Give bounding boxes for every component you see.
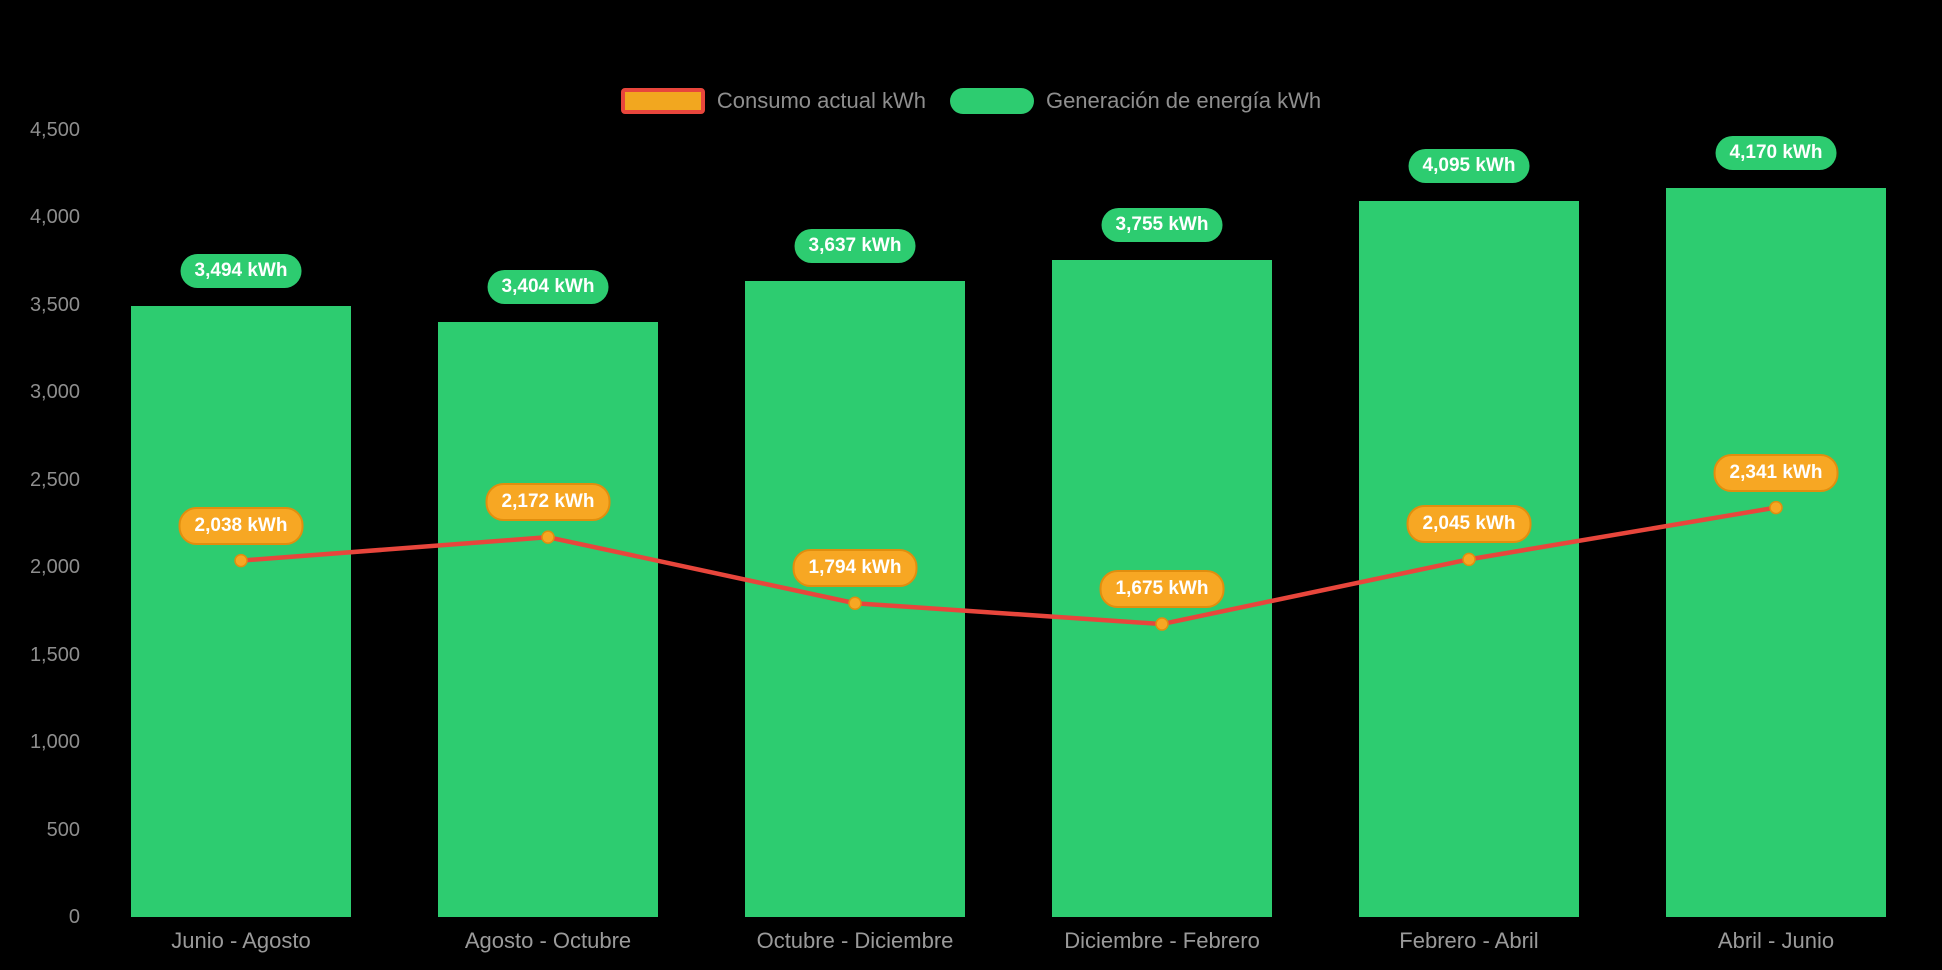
generacion-bar[interactable] xyxy=(1666,187,1886,917)
generacion-value-label: 3,637 kWh xyxy=(794,228,916,263)
x-category-label: Diciembre - Febrero xyxy=(1064,928,1260,953)
generacion-legend-swatch-icon xyxy=(949,88,1034,114)
generacion-bar[interactable] xyxy=(438,321,658,917)
x-category-label: Junio - Agosto xyxy=(171,928,311,953)
legend-item-consumo[interactable]: Consumo actual kWh xyxy=(620,88,926,114)
y-tick-label: 2,000 xyxy=(29,556,80,579)
consumo-line xyxy=(240,505,1777,627)
y-tick-label: 3,000 xyxy=(29,381,80,404)
x-category-label: Abril - Junio xyxy=(1717,928,1835,953)
x-category-label: Octubre - Diciembre xyxy=(756,928,954,953)
consumo-value-label: 2,038 kWh xyxy=(178,506,304,545)
consumo-value-label: 1,675 kWh xyxy=(1099,570,1225,609)
y-tick-label: 3,500 xyxy=(29,293,80,316)
consumo-point[interactable] xyxy=(848,596,862,610)
consumo-point[interactable] xyxy=(1155,617,1169,631)
consumo-legend-swatch-icon xyxy=(620,88,705,114)
x-axis: Junio - Agosto Agosto - Octubre Octubre - … xyxy=(0,928,1942,960)
legend-label-generacion: Generación de energía kWh xyxy=(1045,88,1322,113)
y-tick-label: 1,000 xyxy=(29,731,80,754)
consumo-point[interactable] xyxy=(541,530,555,544)
consumo-value-label: 2,045 kWh xyxy=(1406,505,1532,544)
consumo-point[interactable] xyxy=(1462,552,1476,567)
chart-legend: Consumo actual kWh Generación de energía… xyxy=(0,88,1942,114)
consumo-value-label: 2,172 kWh xyxy=(485,483,611,522)
x-category-label: Febrero - Abril xyxy=(1399,928,1539,953)
generacion-value-label: 3,755 kWh xyxy=(1101,208,1223,243)
y-tick-label: 4,500 xyxy=(29,119,80,141)
y-tick-label: 2,500 xyxy=(29,468,80,491)
y-tick-label: 1,500 xyxy=(29,643,80,666)
consumo-point[interactable] xyxy=(234,553,248,568)
generacion-bar[interactable] xyxy=(131,305,351,917)
x-category-label: Agosto - Octubre xyxy=(464,928,632,953)
consumo-value-label: 2,341 kWh xyxy=(1713,453,1839,492)
y-axis: 0 500 1,000 1,500 2,000 2,500 3,000 3,500 4,000 4… xyxy=(0,0,80,970)
y-tick-label: 0 xyxy=(68,906,80,928)
generacion-value-label: 4,170 kWh xyxy=(1715,135,1837,170)
consumo-point[interactable] xyxy=(1769,500,1783,515)
legend-item-generacion[interactable]: Generación de energía kWh xyxy=(949,88,1322,114)
consumo-value-label: 1,794 kWh xyxy=(792,549,918,588)
y-tick-label: 500 xyxy=(46,818,80,841)
generacion-value-label: 3,404 kWh xyxy=(487,269,609,304)
legend-label-consumo: Consumo actual kWh xyxy=(716,88,926,113)
y-tick-label: 4,000 xyxy=(29,206,80,229)
generacion-value-label: 4,095 kWh xyxy=(1408,148,1530,183)
generacion-value-label: 3,494 kWh xyxy=(180,253,302,288)
